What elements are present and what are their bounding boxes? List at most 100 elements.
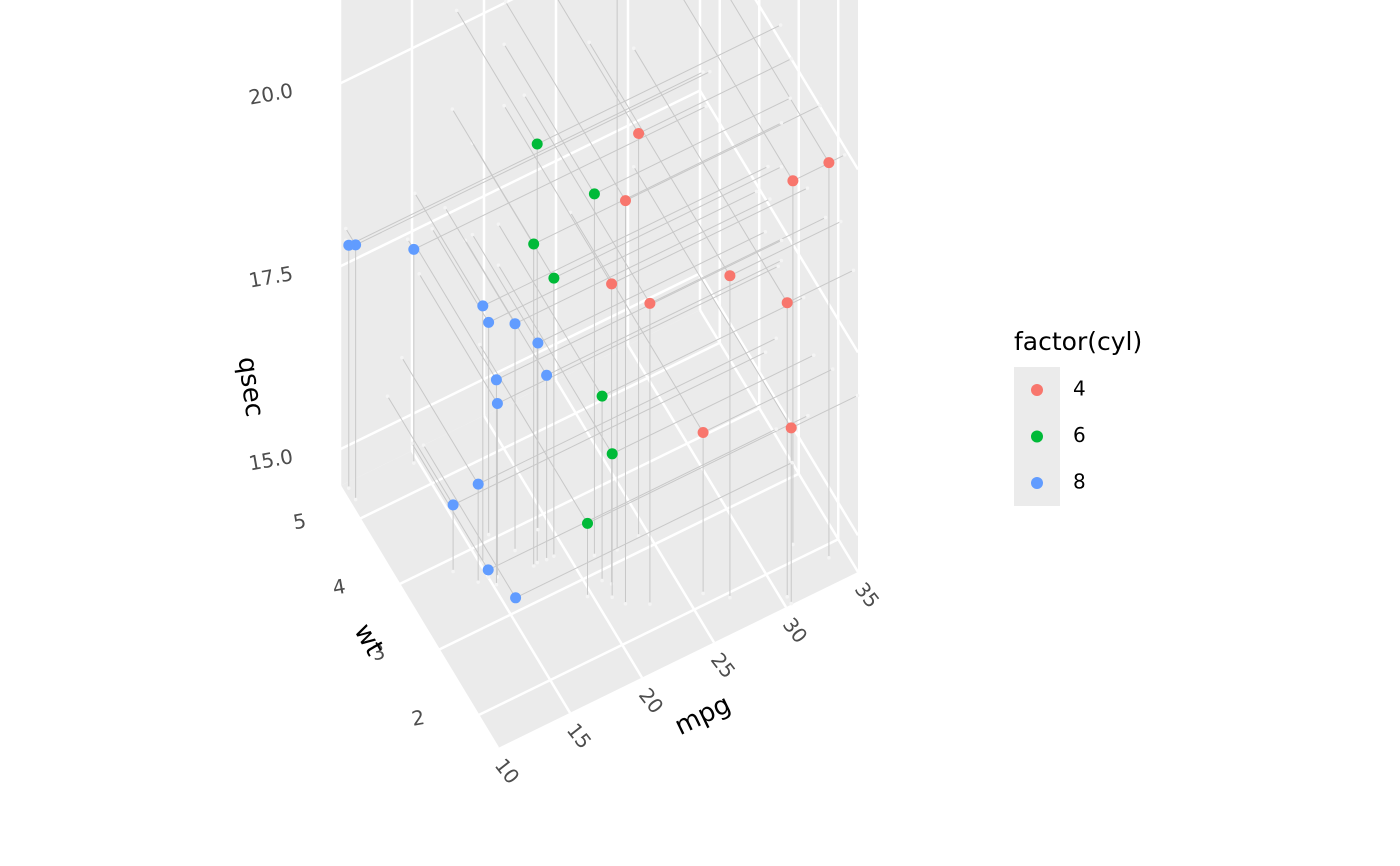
data-point-cyl-4-1 — [633, 128, 645, 139]
drop-line — [503, 105, 613, 285]
drop-line-end — [496, 222, 501, 226]
drop-line — [505, 1, 626, 201]
drop-line-end — [450, 107, 455, 111]
drop-line-end — [779, 165, 784, 169]
grid-line — [698, 89, 860, 354]
drop-line — [496, 239, 782, 381]
drop-line-end — [412, 461, 416, 465]
drop-line-end — [774, 427, 779, 431]
legend-label-8: 8 — [1073, 470, 1086, 494]
drop-line-end — [763, 350, 768, 354]
data-point-cyl-8-8 — [491, 398, 503, 409]
drop-line-end — [470, 232, 475, 237]
drop-line — [792, 162, 831, 182]
drop-line — [444, 207, 516, 324]
legend-key-4 — [1031, 384, 1043, 396]
drop-line — [729, 221, 842, 277]
data-point-cyl-8-9 — [490, 374, 502, 386]
drop-line-end — [486, 532, 491, 537]
drop-line — [730, 0, 830, 163]
chart-drop-lines — [343, 0, 860, 606]
z-tick-label: 17.5 — [247, 261, 295, 292]
drop-line-end — [801, 295, 806, 300]
drop-line — [477, 337, 777, 485]
z-tick-label: 15.0 — [247, 444, 295, 475]
chart-gridlines — [338, 0, 860, 749]
drop-line-end — [513, 548, 517, 553]
drop-line — [456, 10, 538, 145]
grid-line — [554, 379, 716, 644]
drop-line-end — [454, 8, 459, 13]
data-point-cyl-4-4 — [781, 297, 793, 309]
data-point-cyl-6-1 — [596, 390, 608, 402]
chart-panels — [340, 0, 858, 748]
data-point-cyl-4-10 — [606, 278, 618, 290]
drop-line-end — [421, 443, 426, 447]
drop-line — [451, 108, 535, 245]
data-point-cyl-4-0 — [644, 297, 656, 309]
data-point-cyl-8-13 — [482, 564, 494, 576]
drop-line-end — [631, 164, 636, 169]
drop-line-end — [610, 595, 614, 599]
drop-line-end — [788, 96, 793, 100]
legend-key-8 — [1031, 477, 1043, 489]
data-point-cyl-8-6 — [343, 239, 355, 251]
drop-line — [638, 58, 792, 134]
drop-line — [414, 193, 484, 307]
grid-line — [339, 0, 514, 85]
drop-line-end — [806, 413, 810, 418]
drop-line-end — [778, 23, 783, 27]
drop-line — [537, 24, 781, 145]
drop-line-end — [790, 460, 794, 465]
drop-line-end — [754, 189, 759, 194]
drop-line — [514, 198, 771, 325]
drop-line — [488, 428, 777, 571]
drop-line — [594, 97, 791, 195]
drop-line — [546, 260, 782, 376]
grid-line — [410, 450, 572, 714]
drop-line-end — [502, 42, 506, 47]
data-point-cyl-6-0 — [606, 448, 618, 460]
drop-line — [702, 368, 833, 433]
x-tick-label: 10 — [490, 754, 525, 789]
drop-line — [649, 217, 826, 304]
grid-line — [477, 538, 839, 717]
drop-line-end — [701, 591, 705, 596]
drop-line-end — [592, 553, 597, 558]
chart-points — [343, 128, 835, 604]
grid-line — [398, 407, 760, 586]
x-tick-label: 35 — [850, 578, 885, 613]
grid-line — [698, 272, 860, 537]
legend-label-6: 6 — [1073, 423, 1086, 447]
legend-title: factor(cyl) — [1014, 327, 1142, 356]
drop-line-end — [385, 394, 390, 398]
drop-line — [587, 415, 809, 524]
drop-line-end — [405, 237, 410, 242]
drop-line-end — [830, 367, 835, 371]
drop-line-end — [477, 342, 482, 347]
drop-line — [423, 444, 516, 599]
drop-line — [414, 244, 497, 381]
drop-line — [533, 122, 782, 245]
drop-line-end — [842, 153, 847, 157]
data-point-cyl-4-6 — [620, 195, 631, 207]
drop-line — [387, 395, 454, 506]
legend-label-4: 4 — [1073, 377, 1086, 401]
drop-line-end — [779, 258, 784, 263]
grid-line — [754, 0, 860, 171]
drop-line-end — [413, 191, 417, 196]
drop-line — [355, 71, 711, 246]
drop-line-end — [600, 578, 604, 583]
grid-line — [626, 344, 788, 608]
drop-line-end — [839, 219, 843, 224]
drop-line — [472, 234, 539, 344]
data-point-cyl-4-8 — [697, 427, 709, 438]
legend: factor(cyl) 4 6 8 — [1014, 327, 1142, 506]
y-tick-label: 5 — [291, 508, 308, 534]
data-point-cyl-4-5 — [823, 157, 835, 169]
drop-line — [413, 106, 707, 250]
drop-line-end — [827, 556, 831, 560]
drop-line-end — [536, 527, 540, 532]
data-point-cyl-4-3 — [787, 175, 799, 187]
drop-line — [348, 71, 704, 246]
